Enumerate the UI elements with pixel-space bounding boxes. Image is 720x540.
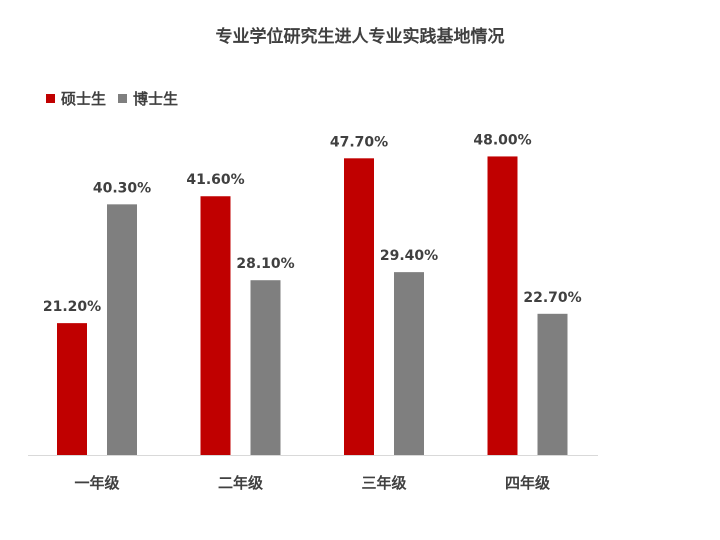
legend-label-master: 硕士生 (61, 90, 107, 108)
bar-doctoral-4 (537, 313, 568, 455)
data-label-doctoral-1: 40.30% (93, 180, 151, 196)
data-label-master-3: 47.70% (330, 134, 388, 150)
data-label-doctoral-4: 22.70% (523, 290, 581, 306)
bar-master-3 (344, 158, 374, 455)
x-tick-label-3: 三年级 (361, 474, 407, 492)
bar-master-4 (487, 156, 518, 455)
bar-doctoral-1 (107, 204, 137, 455)
data-label-master-1: 21.20% (43, 299, 101, 315)
data-label-master-2: 41.60% (186, 172, 244, 188)
bar-doctoral-3 (394, 272, 424, 455)
bar-master-1 (57, 323, 87, 455)
x-tick-label-4: 四年级 (505, 474, 551, 492)
x-tick-label-1: 一年级 (74, 474, 120, 492)
data-label-doctoral-3: 29.40% (380, 248, 438, 264)
bar-doctoral-2 (250, 280, 281, 455)
legend-item-doctoral: 博士生 (118, 88, 178, 109)
legend-label-doctoral: 博士生 (133, 90, 179, 108)
legend-swatch-master (46, 94, 55, 103)
data-label-master-4: 48.00% (473, 132, 531, 148)
data-label-doctoral-2: 28.10% (236, 256, 294, 272)
bar-master-2 (200, 196, 231, 456)
chart-title: 专业学位研究生进人专业实践基地情况 (215, 27, 505, 47)
legend-item-master: 硕士生 (46, 88, 106, 109)
legend: 硕士生 博士生 (46, 88, 190, 109)
legend-swatch-doctoral (118, 94, 128, 103)
x-tick-label-2: 二年级 (218, 474, 264, 492)
